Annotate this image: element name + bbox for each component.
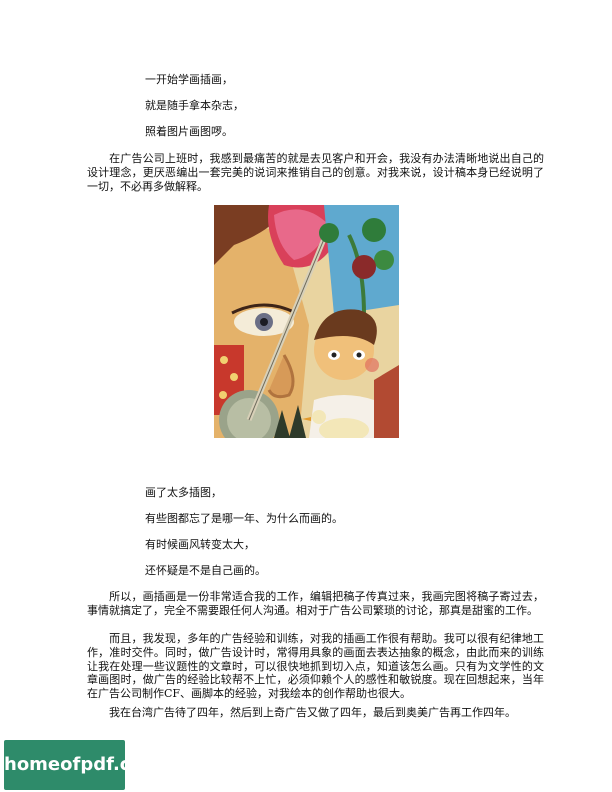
painting-svg (214, 205, 399, 438)
mid-line-1: 画了太多插图， (145, 486, 222, 499)
intro-line-3: 照着图片画图啰。 (145, 125, 233, 138)
illustration-painting (214, 205, 399, 438)
paragraph-3-text: 而且，我发现，多年的广告经验和训练，对我的插画工作很有帮助。我可以很有纪律地工作… (87, 632, 544, 701)
mid-line-2: 有些图都忘了是哪一年、为什么而画的。 (145, 512, 343, 525)
paragraph-1-text: 在广告公司上班时，我感到最痛苦的就是去见客户和开会，我没有办法清晰地说出自己的设… (87, 152, 544, 193)
paragraph-2-text: 所以，画插画是一份非常适合我的工作，编辑把稿子传真过来，我画完图将稿子寄过去，事… (87, 590, 544, 617)
paragraph-1: 在广告公司上班时，我感到最痛苦的就是去见客户和开会，我没有办法清晰地说出自己的设… (87, 152, 544, 193)
paragraph-2: 所以，画插画是一份非常适合我的工作，编辑把稿子传真过来，我画完图将稿子寄过去，事… (87, 590, 544, 618)
watermark-badge[interactable]: homeofpdf.com (4, 740, 162, 790)
intro-line-1: 一开始学画插画， (145, 73, 233, 86)
mid-line-3: 有时候画风转变太大， (145, 538, 255, 551)
paragraph-4-text: 我在台湾广告待了四年，然后到上奇广告又做了四年，最后到奥美广告再工作四年。 (109, 706, 516, 719)
paragraph-3: 而且，我发现，多年的广告经验和训练，对我的插画工作很有帮助。我可以很有纪律地工作… (87, 632, 544, 701)
mid-line-4: 还怀疑是不是自己画的。 (145, 564, 266, 577)
paragraph-4: 我在台湾广告待了四年，然后到上奇广告又做了四年，最后到奥美广告再工作四年。 (87, 706, 544, 720)
intro-line-2: 就是随手拿本杂志， (145, 99, 244, 112)
